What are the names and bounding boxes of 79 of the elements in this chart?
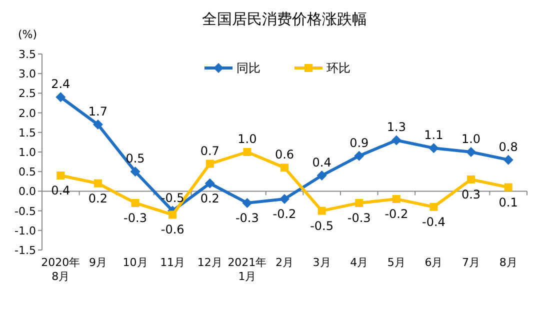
data-label: -0.2: [272, 207, 296, 222]
point: [243, 148, 252, 156]
x-tick-label: 10月: [122, 256, 148, 269]
y-tick-label: -1.5: [14, 244, 36, 257]
point: [392, 195, 400, 204]
x-tick-label: 4月: [350, 256, 368, 269]
data-label: 0.4: [312, 156, 332, 170]
data-label: 0.9: [350, 136, 369, 150]
data-label: 0.5: [126, 152, 145, 166]
point: [131, 198, 140, 207]
data-label: 0.1: [498, 195, 518, 210]
data-label: 0.4: [51, 184, 70, 198]
data-label: -0.5: [310, 218, 334, 233]
data-label: -0.4: [422, 214, 446, 229]
x-tick-label: 7月: [462, 256, 480, 269]
point: [94, 179, 102, 188]
x-tick-label: 9月: [88, 256, 107, 269]
point: [242, 198, 252, 208]
point: [280, 164, 288, 172]
point: [204, 178, 215, 188]
x-tick-label: 11月: [160, 256, 186, 269]
x-tick-label: 6月: [424, 256, 443, 269]
data-label: 0.6: [274, 148, 294, 162]
point: [92, 120, 103, 130]
data-label: 1.0: [461, 132, 481, 146]
point: [466, 147, 476, 157]
legend-label: 环比: [326, 61, 350, 75]
data-label: 0.8: [498, 140, 518, 154]
x-tick-label: 5月: [387, 256, 406, 269]
data-label: -0.2: [384, 207, 408, 222]
data-label: 0.2: [88, 191, 108, 206]
data-label: -0.3: [235, 210, 259, 225]
x-tick-label: 2021年 1月: [228, 256, 267, 283]
point: [355, 198, 364, 207]
data-label: 0.2: [200, 191, 220, 206]
point: [280, 194, 290, 204]
legend-label: 同比: [236, 61, 260, 75]
x-tick-label: 2月: [276, 256, 294, 269]
point: [316, 170, 327, 181]
y-tick-label: -0.5: [14, 204, 36, 218]
point: [428, 143, 439, 154]
data-label: 0.7: [200, 144, 220, 158]
data-label: 0.3: [461, 187, 481, 202]
y-tick-label: 2.5: [18, 87, 36, 100]
x-tick-label: 2020年 8月: [41, 256, 80, 283]
y-tick-label: 0.5: [18, 166, 36, 179]
y-axis-title: (%): [18, 28, 38, 41]
y-tick-label: 3.5: [18, 48, 36, 61]
point: [56, 172, 65, 180]
y-tick-label: -1.0: [14, 224, 36, 238]
point: [168, 210, 177, 219]
point: [391, 135, 402, 146]
y-tick-label: 3.0: [18, 68, 36, 81]
data-label: -0.3: [124, 210, 147, 225]
point: [504, 183, 512, 192]
data-label: -0.5: [160, 190, 184, 205]
data-label: 1.3: [386, 120, 406, 134]
data-label: 1.7: [88, 104, 108, 119]
point: [354, 150, 364, 161]
point: [56, 92, 66, 102]
point: [206, 160, 214, 168]
data-label: 1.0: [238, 132, 257, 146]
data-label: 2.4: [51, 77, 70, 92]
data-label: -0.6: [160, 222, 184, 237]
x-tick-label: 8月: [499, 256, 518, 269]
point: [318, 206, 326, 215]
point: [430, 202, 438, 211]
y-tick-label: 1.5: [18, 126, 36, 140]
y-tick-label: 0.0: [18, 185, 36, 198]
chart-title: 全国居民消费价格涨跌幅: [202, 10, 367, 28]
point: [503, 154, 514, 165]
x-tick-label: 3月: [312, 256, 331, 269]
point: [130, 166, 140, 177]
point: [467, 175, 476, 184]
data-label: 1.1: [424, 128, 444, 142]
y-tick-label: 2.0: [18, 106, 36, 120]
x-tick-label: 12月: [197, 256, 222, 269]
data-label: -0.3: [347, 210, 371, 225]
y-tick-label: 1.0: [18, 146, 36, 159]
